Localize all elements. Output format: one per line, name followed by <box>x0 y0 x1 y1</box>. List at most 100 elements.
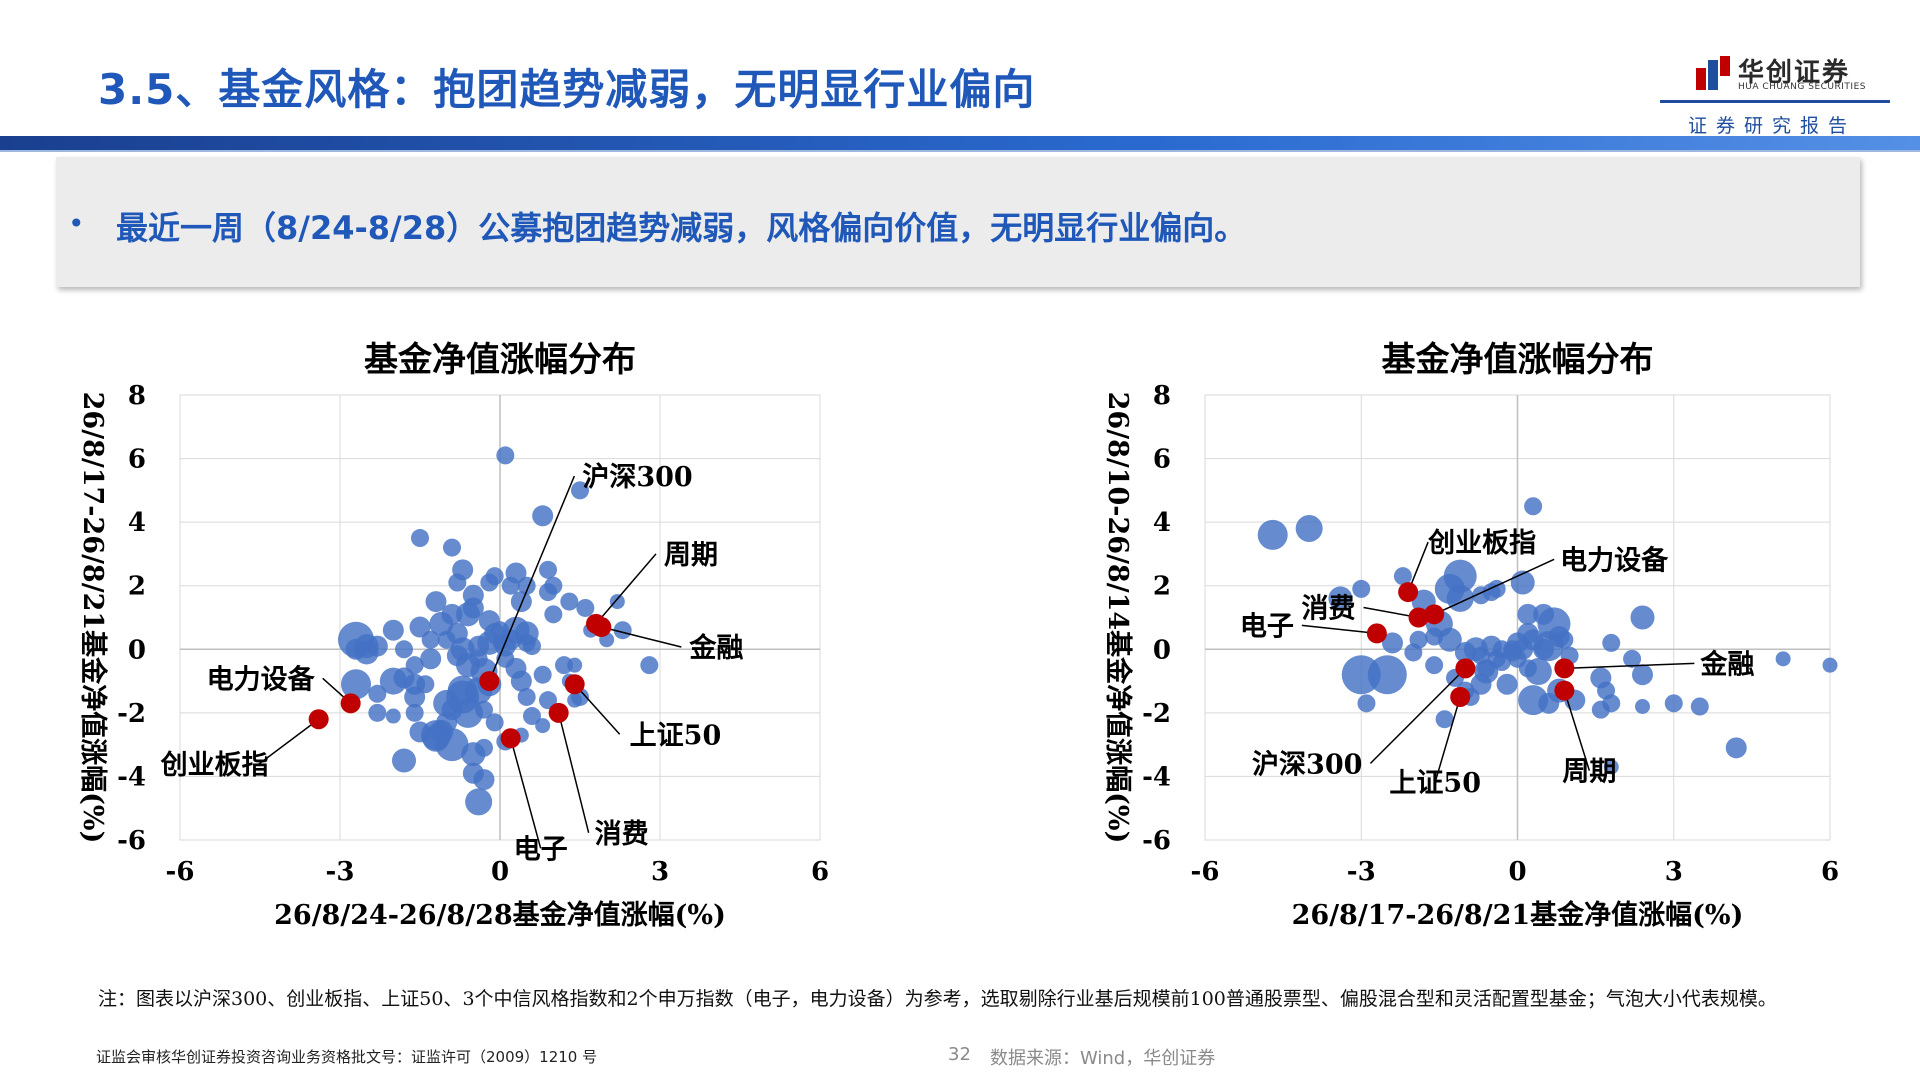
bubble <box>1602 633 1621 652</box>
summary-callout <box>56 157 1860 287</box>
bubble <box>1404 643 1423 662</box>
y-tick-label: 4 <box>128 508 146 538</box>
x-tick-label: 6 <box>1821 857 1839 887</box>
bubble <box>535 718 551 734</box>
logo-name-cn: 华创证券 <box>1738 58 1851 88</box>
callout-label: 沪深300 <box>1252 749 1362 780</box>
bubble <box>485 567 504 586</box>
bubble <box>510 670 532 692</box>
bubble <box>409 616 431 638</box>
x-tick-label: 3 <box>651 857 669 887</box>
bubble <box>405 703 424 722</box>
callout-label: 创业板指 <box>160 750 269 781</box>
scatter-chart-left: -6 -4 -2 0 2 4 6 8 -6 -3 0 3 6 基金净值涨幅分布 26/8/24-26/8/2… <box>40 300 990 940</box>
footer-license: 证监会审核华创证券投资咨询业务资格批文号：证监许可（2009）1210 号 <box>96 1048 598 1066</box>
callout-label: 上证50 <box>630 720 722 751</box>
y-tick-label: -2 <box>1142 699 1171 729</box>
bubble <box>1725 737 1747 759</box>
bubble <box>395 640 413 659</box>
highlight-point <box>1450 686 1471 707</box>
bubble <box>532 505 554 527</box>
x-axis-label: 26/8/24-26/8/28基金净值涨幅(%) <box>274 899 726 931</box>
callout-label: 金融 <box>688 632 743 664</box>
callout-label: 消费 <box>595 819 649 850</box>
bubble <box>1517 603 1539 625</box>
bubble <box>1623 649 1642 668</box>
callout-line <box>1564 662 1695 670</box>
logo-tagline: 证券研究报告 <box>1688 115 1857 137</box>
bubble <box>539 560 557 579</box>
callout-label: 消费 <box>1302 594 1356 625</box>
callout-line <box>1301 624 1377 635</box>
scatter-chart-right-svg: -6 -4 -2 0 2 4 6 8 -6 -3 0 3 6 基金净值涨幅分布 26/8/17-26/8/2… <box>1102 340 1839 931</box>
callout-label: 创业板指 <box>1427 528 1536 559</box>
y-tick-label: 8 <box>1153 381 1171 411</box>
bubble <box>523 707 541 726</box>
callout-label: 沪深300 <box>582 462 692 493</box>
y-tick-label: -4 <box>1142 762 1171 792</box>
bubble <box>392 748 416 773</box>
bubble <box>1357 694 1376 713</box>
bubble <box>1664 694 1683 713</box>
callout-label: 电力设备 <box>1560 545 1669 576</box>
chart-title: 基金净值涨幅分布 <box>364 340 636 380</box>
callout-label: 周期 <box>664 540 718 571</box>
company-logo: 华创证券 HUA CHUANG SECURITIES 证券研究报告 <box>1660 48 1890 138</box>
bubble <box>420 648 442 670</box>
callout-line <box>258 718 320 765</box>
page-title: 3.5、基金风格：抱团趋势减弱，无明显行业偏向 <box>98 65 1036 114</box>
bubble <box>1482 583 1501 602</box>
bubble <box>341 669 371 700</box>
y-tick-label: 2 <box>1153 572 1171 602</box>
bubble <box>478 610 500 632</box>
bubble <box>382 619 404 641</box>
bubble <box>571 481 589 500</box>
y-axis-label: 26/8/17-26/8/21基金净值涨幅(%) <box>77 392 109 844</box>
bubble <box>501 576 520 595</box>
callout-line <box>488 475 576 682</box>
bubble <box>1492 653 1511 671</box>
callout-line <box>509 738 542 849</box>
highlight-point <box>340 693 361 714</box>
bubble <box>560 592 579 611</box>
bubble <box>404 686 426 708</box>
bubble <box>475 738 493 757</box>
y-tick-label: 0 <box>1153 635 1171 665</box>
highlight-point <box>1366 623 1387 644</box>
bubble <box>1295 515 1323 542</box>
bubble <box>435 728 469 762</box>
bubble <box>555 656 573 675</box>
chart-note: 注：图表以沪深300、创业板指、上证50、3个中信风格指数和2个申万指数（电子，… <box>98 988 1777 1010</box>
scatter-chart-right: -6 -4 -2 0 2 4 6 8 -6 -3 0 3 6 基金净值涨幅分布 26/8/17-26/8/2… <box>1060 300 1920 940</box>
callout-line <box>557 712 590 834</box>
bubble <box>1630 605 1655 630</box>
logo-name-en: HUA CHUANG SECURITIES <box>1738 82 1866 92</box>
bubble <box>1393 567 1412 586</box>
bubble <box>1425 656 1444 675</box>
bubble <box>1822 657 1838 673</box>
bubble <box>368 684 387 703</box>
highlight-point <box>308 709 329 730</box>
highlight-point <box>1554 680 1575 701</box>
scatter-chart-left-svg: -6 -4 -2 0 2 4 6 8 -6 -3 0 3 6 基金净值涨幅分布 26/8/24-26/8/2… <box>77 340 829 931</box>
bubble <box>405 656 424 675</box>
bubble <box>409 721 431 743</box>
bullet-dot: • <box>68 207 85 240</box>
bubble <box>465 788 493 816</box>
callout-line <box>1563 690 1591 771</box>
bubble <box>1603 759 1619 775</box>
bubble <box>609 594 625 610</box>
bubble <box>473 769 495 791</box>
bubble <box>544 605 563 624</box>
highlight-point <box>1424 604 1445 625</box>
x-tick-label: -3 <box>1347 857 1376 887</box>
callout-label: 电子 <box>514 834 568 865</box>
callout-label: 周期 <box>1562 757 1616 788</box>
bubble <box>1477 659 1496 678</box>
y-tick-label: -6 <box>117 826 146 856</box>
highlight-point <box>591 617 612 638</box>
bubble <box>411 529 429 548</box>
callout-line <box>574 683 621 735</box>
callout-line <box>1433 558 1555 616</box>
bubble <box>368 703 387 722</box>
